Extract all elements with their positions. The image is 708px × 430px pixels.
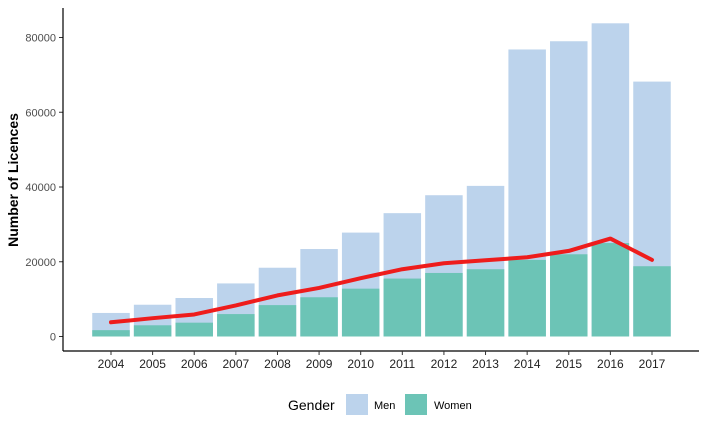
- x-tick-label-2016: 2016: [597, 357, 624, 371]
- legend: Gender Men Women: [288, 394, 472, 415]
- bar-women-2005: [133, 325, 172, 337]
- bar-women-2010: [341, 288, 380, 337]
- x-tick-label-2015: 2015: [555, 357, 582, 371]
- legend-label-women: Women: [434, 400, 472, 412]
- x-tick-label-2012: 2012: [431, 357, 458, 371]
- x-tick-label-2008: 2008: [264, 357, 291, 371]
- bar-women-2007: [217, 314, 255, 337]
- x-tick-label-2004: 2004: [98, 357, 125, 371]
- bar-women-2017: [633, 266, 671, 337]
- legend-swatch-men: [346, 394, 368, 415]
- x-tick-label-2006: 2006: [181, 357, 208, 371]
- bar-women-2014: [508, 259, 546, 337]
- bar-women-2011: [383, 278, 422, 337]
- x-tick-label-2010: 2010: [347, 357, 374, 371]
- y-axis-title: Number of Licences: [5, 113, 21, 247]
- x-tick-label-2007: 2007: [222, 357, 249, 371]
- x-tick-label-2011: 2011: [389, 357, 415, 371]
- x-axis-ticks: 2004 2005 2006 2007 2008 2009 2010 2011 2012 2013…: [98, 351, 666, 371]
- x-tick-label-2013: 2013: [472, 357, 499, 371]
- bar-women-2006: [175, 322, 213, 337]
- y-tick-label: 40000: [25, 182, 56, 194]
- women-bars: [92, 243, 671, 337]
- y-tick-label: 80000: [25, 33, 56, 45]
- bar-women-2015: [550, 254, 588, 337]
- x-tick-label-2014: 2014: [514, 357, 541, 371]
- legend-swatch-women: [405, 394, 427, 415]
- bar-women-2004: [92, 330, 130, 337]
- y-axis-ticks: 0 20000 40000 60000 80000: [25, 33, 63, 344]
- y-tick-label: 60000: [25, 107, 56, 119]
- x-tick-label-2009: 2009: [306, 357, 333, 371]
- bar-women-2009: [300, 297, 338, 337]
- y-tick-label: 20000: [25, 257, 56, 269]
- y-tick-label: 0: [50, 332, 56, 344]
- trend-line: [109, 236, 654, 325]
- x-tick-label-2005: 2005: [139, 357, 166, 371]
- bar-women-2008: [258, 305, 297, 337]
- bar-women-2013: [466, 269, 505, 337]
- legend-title: Gender: [288, 397, 335, 413]
- bar-women-2012: [425, 272, 463, 337]
- bar-women-2016: [591, 243, 630, 337]
- x-tick-label-2017: 2017: [639, 357, 666, 371]
- legend-label-men: Men: [374, 400, 395, 412]
